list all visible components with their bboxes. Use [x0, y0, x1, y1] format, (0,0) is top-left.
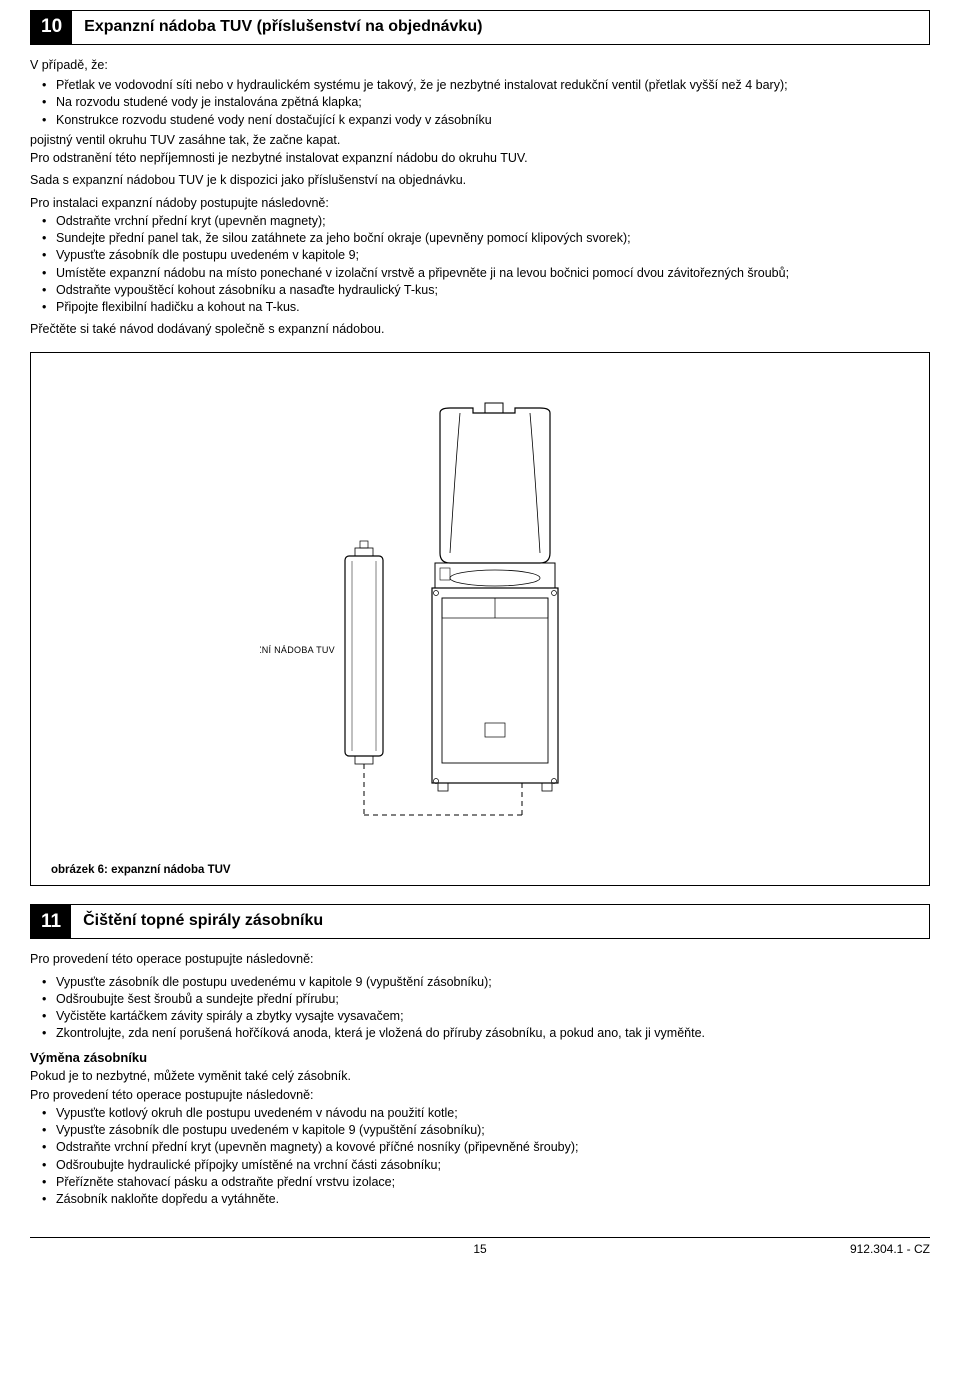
- section-11-para-1: Pokud je to nezbytné, můžete vyměnit tak…: [30, 1068, 930, 1084]
- section-11-subheading: Výměna zásobníku: [30, 1050, 930, 1067]
- list-item: Připojte flexibilní hadičku a kohout na …: [30, 299, 930, 315]
- list-item: Odstraňte vrchní přední kryt (upevněn ma…: [30, 213, 930, 229]
- page-number: 15: [473, 1242, 486, 1258]
- list-item: Zkontrolujte, zda není porušená hořčíkov…: [30, 1025, 930, 1041]
- section-11-header: 11 Čištění topné spirály zásobníku: [30, 904, 930, 939]
- section-11-para-2: Pro provedení této operace postupujte ná…: [30, 1087, 930, 1103]
- list-item: Odstraňte vrchní přední kryt (upevněn ma…: [30, 1139, 930, 1155]
- figure-6-box: EXPANZNÍ NÁDOBA TUV obrázek 6: expanzní …: [30, 352, 930, 887]
- list-item: Vypusťte zásobník dle postupu uvedeném v…: [30, 1122, 930, 1138]
- expansion-vessel-diagram-icon: EXPANZNÍ NÁDOBA TUV: [260, 383, 700, 843]
- list-item: Odstraňte vypouštěcí kohout zásobníku a …: [30, 282, 930, 298]
- list-item: Vypusťte kotlový okruh dle postupu uvede…: [30, 1105, 930, 1121]
- doc-ref: 912.304.1 - CZ: [850, 1242, 930, 1258]
- section-10-para-1: pojistný ventil okruhu TUV zasáhne tak, …: [30, 132, 930, 148]
- list-item: Odšroubujte hydraulické přípojky umístěn…: [30, 1157, 930, 1173]
- figure-6-caption: obrázek 6: expanzní nádoba TUV: [51, 863, 909, 878]
- section-11-bullets-1: Vypusťte zásobník dle postupu uvedenému …: [30, 974, 930, 1042]
- section-11-intro: Pro provedení této operace postupujte ná…: [30, 951, 930, 967]
- section-11-title: Čištění topné spirály zásobníku: [71, 905, 335, 938]
- section-10-bullets-1: Přetlak ve vodovodní síti nebo v hydraul…: [30, 77, 930, 128]
- diagram-label-text: EXPANZNÍ NÁDOBA TUV: [260, 645, 335, 655]
- section-11-bullets-2: Vypusťte kotlový okruh dle postupu uvede…: [30, 1105, 930, 1208]
- section-11-number: 11: [31, 905, 71, 938]
- list-item: Přeřízněte stahovací pásku a odstraňte p…: [30, 1174, 930, 1190]
- list-item: Umístěte expanzní nádobu na místo ponech…: [30, 265, 930, 281]
- list-item: Odšroubujte šest šroubů a sundejte předn…: [30, 991, 930, 1007]
- page-footer: 15 912.304.1 - CZ: [30, 1237, 930, 1258]
- section-10-intro: V případě, že:: [30, 57, 930, 73]
- list-item: Zásobník nakloňte dopředu a vytáhněte.: [30, 1191, 930, 1207]
- section-10-para-2: Pro odstranění této nepříjemnosti je nez…: [30, 150, 930, 166]
- list-item: Sundejte přední panel tak, že silou zatá…: [30, 230, 930, 246]
- section-10-header: 10 Expanzní nádoba TUV (příslušenství na…: [30, 10, 930, 45]
- list-item: Přetlak ve vodovodní síti nebo v hydraul…: [30, 77, 930, 93]
- section-10-number: 10: [31, 11, 72, 44]
- list-item: Konstrukce rozvodu studené vody není dos…: [30, 112, 930, 128]
- figure-6-diagram: EXPANZNÍ NÁDOBA TUV: [51, 373, 909, 853]
- section-10-para-3: Sada s expanzní nádobou TUV je k dispozi…: [30, 172, 930, 188]
- section-10-para-5: Přečtěte si také návod dodávaný společně…: [30, 321, 930, 337]
- list-item: Vypusťte zásobník dle postupu uvedeném v…: [30, 247, 930, 263]
- list-item: Na rozvodu studené vody je instalována z…: [30, 94, 930, 110]
- section-10-para-4: Pro instalaci expanzní nádoby postupujte…: [30, 195, 930, 211]
- section-10-bullets-2: Odstraňte vrchní přední kryt (upevněn ma…: [30, 213, 930, 316]
- list-item: Vypusťte zásobník dle postupu uvedenému …: [30, 974, 930, 990]
- list-item: Vyčistěte kartáčkem závity spirály a zby…: [30, 1008, 930, 1024]
- section-10-title: Expanzní nádoba TUV (příslušenství na ob…: [72, 11, 494, 44]
